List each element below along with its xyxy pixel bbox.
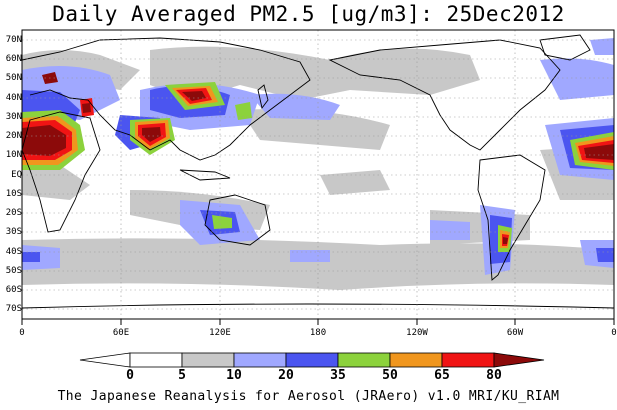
lon-tick-120e: 120E: [209, 328, 231, 338]
colorbar-bin-50-65: [389, 352, 443, 368]
lat-tick-70s: 70S: [5, 304, 22, 314]
lat-tick-50s: 50S: [5, 266, 22, 276]
colorbar-bin-65-80: [441, 352, 495, 368]
graticule: [22, 30, 614, 319]
lat-tick-20n: 20N: [5, 131, 22, 141]
colorbar-bin-10-20: [233, 352, 287, 368]
lat-tick-40n: 40N: [5, 93, 22, 103]
lat-tick-30s: 30S: [5, 227, 22, 237]
lat-tick-10n: 10N: [5, 150, 22, 160]
colorbar-arrow-low: [79, 352, 131, 368]
lat-tick-30n: 30N: [5, 112, 22, 122]
colorbar-label-5: 5: [178, 368, 186, 383]
colorbar: [79, 352, 545, 368]
colorbar-label-80: 80: [486, 368, 502, 383]
lat-tick-20s: 20S: [5, 208, 22, 218]
colorbar-bin-20-35: [285, 352, 339, 368]
colorbar-label-50: 50: [382, 368, 398, 383]
lon-tick-0: 0: [19, 328, 25, 338]
colorbar-bin-5-10: [181, 352, 235, 368]
colorbar-label-0: 0: [126, 368, 134, 383]
north-america-coast: [328, 39, 561, 151]
pm25-level-80-plus: [22, 72, 614, 244]
colorbar-label-20: 20: [278, 368, 294, 383]
lon-tick-60e: 60E: [112, 328, 130, 338]
lon-tick-60w: 60W: [506, 328, 524, 338]
japan-coast: [257, 84, 269, 110]
colorbar-label-10: 10: [226, 368, 242, 383]
lat-tick-40s: 40S: [5, 247, 22, 257]
lon-tick-120w: 120W: [406, 328, 428, 338]
footer-credit: The Japanese Reanalysis for Aerosol (JRA…: [57, 389, 560, 404]
colorbar-label-65: 65: [434, 368, 450, 383]
greenland-coast: [539, 34, 591, 61]
colorbar-bin-0-5: [129, 352, 183, 368]
colorbar-bin-35-50: [337, 352, 391, 368]
lat-tick-60n: 60N: [5, 54, 22, 64]
lat-tick-50n: 50N: [5, 73, 22, 83]
europe-asia-coast: [21, 37, 311, 161]
lat-tick-70n: 70N: [5, 35, 22, 45]
lat-tick-10s: 10S: [5, 189, 22, 199]
antarctica-coast: [21, 303, 615, 309]
lon-tick-180: 180: [309, 328, 327, 338]
australia-coast: [204, 194, 271, 246]
colorbar-arrow-high: [493, 352, 545, 368]
colorbar-label-35: 35: [330, 368, 346, 383]
lon-tick-0-end: 0: [611, 328, 617, 338]
indonesia-coast: [179, 169, 231, 181]
lat-tick-eq: EQ: [11, 170, 22, 180]
south-america-coast: [477, 154, 546, 281]
tick-marks: [21, 319, 615, 325]
map-title: Daily Averaged PM2.5 [ug/m3]: 25Dec2012: [52, 2, 565, 26]
lat-tick-60s: 60S: [5, 285, 22, 295]
